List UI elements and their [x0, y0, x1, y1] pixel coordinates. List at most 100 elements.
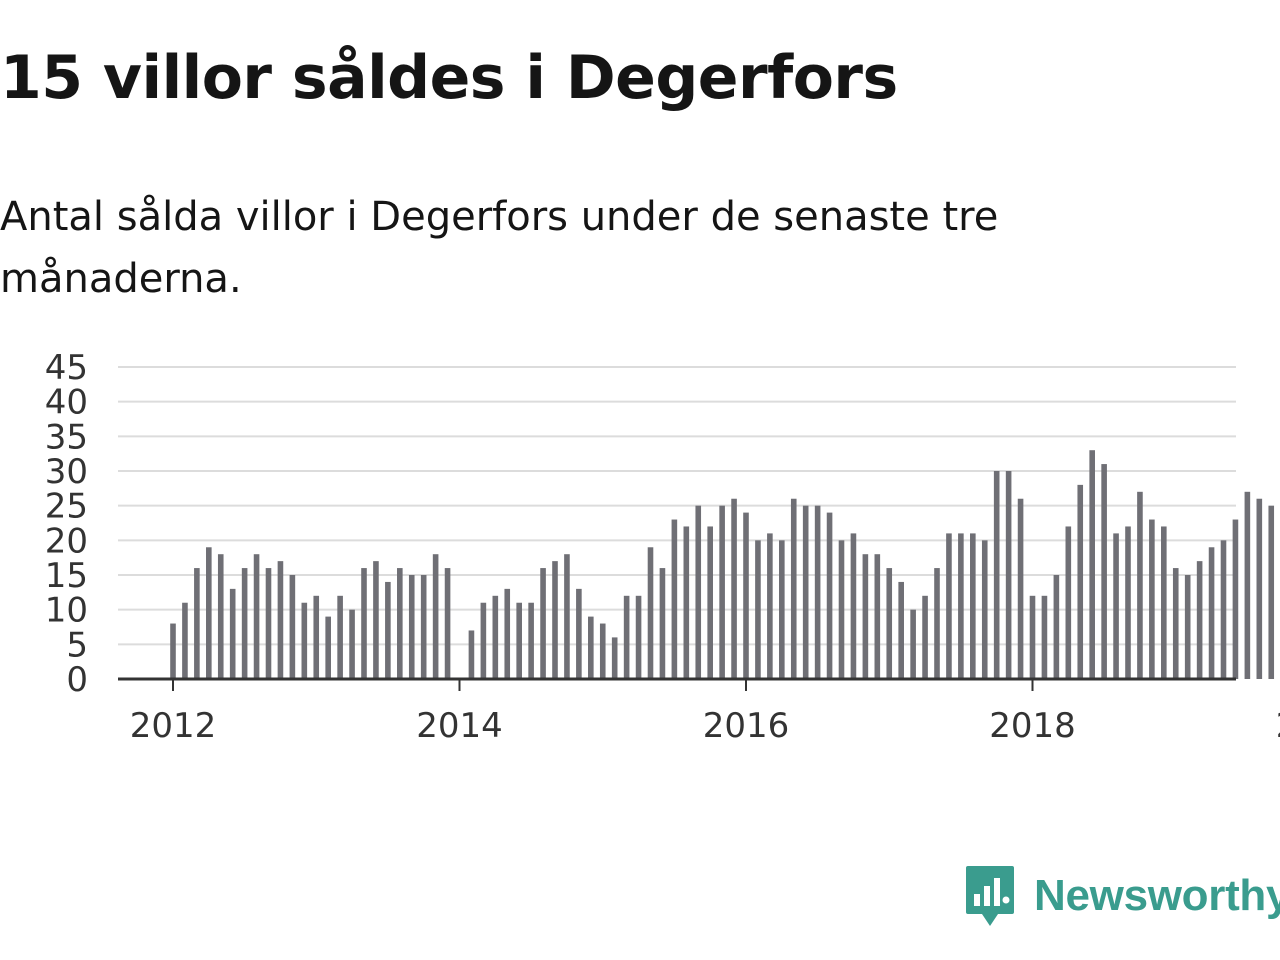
bar — [802, 505, 809, 679]
bar — [528, 602, 534, 679]
bar — [1077, 484, 1084, 679]
bar — [635, 595, 642, 679]
bar — [1220, 540, 1227, 679]
bar — [719, 505, 725, 679]
x-tick-label: 2012 — [130, 706, 217, 746]
bar — [898, 581, 904, 679]
x-tick-label: 2018 — [989, 706, 1076, 746]
bar — [826, 512, 833, 679]
bar — [397, 568, 403, 679]
bar — [420, 575, 427, 679]
y-tick-label: 40 — [45, 383, 88, 423]
bar — [1089, 450, 1095, 679]
bar — [611, 637, 618, 679]
bar — [1029, 595, 1036, 679]
bar — [981, 540, 988, 679]
bar — [217, 554, 224, 679]
bar — [970, 533, 976, 679]
bar — [767, 533, 773, 679]
bars — [170, 450, 1275, 679]
y-tick-label: 20 — [45, 521, 88, 561]
bar — [480, 602, 487, 679]
y-tick-label: 25 — [45, 487, 88, 527]
bar — [743, 512, 749, 679]
bar — [683, 526, 690, 679]
x-tick-label: 2014 — [416, 706, 503, 746]
bar — [659, 568, 666, 679]
y-tick-label: 35 — [45, 417, 88, 457]
bar — [277, 561, 284, 679]
bar — [516, 602, 522, 679]
bar — [993, 471, 1000, 679]
bar — [182, 602, 188, 679]
bar — [1017, 498, 1024, 679]
y-tick-label: 45 — [45, 348, 88, 388]
bar — [1208, 547, 1215, 679]
bar — [755, 540, 761, 679]
y-tick-label: 0 — [66, 660, 88, 700]
bar — [289, 575, 296, 679]
bar — [444, 568, 451, 679]
bar — [1005, 471, 1012, 679]
bar — [349, 609, 355, 679]
bar — [1268, 505, 1275, 679]
bar — [241, 568, 248, 679]
bar — [886, 568, 893, 679]
bar — [934, 568, 940, 679]
bar — [1184, 575, 1191, 679]
bar — [385, 581, 391, 679]
y-tick-label: 10 — [45, 591, 88, 631]
bar — [814, 505, 821, 679]
bar — [588, 616, 594, 679]
y-tick-label: 30 — [45, 452, 88, 492]
bar — [1172, 568, 1179, 679]
bar — [1101, 464, 1107, 679]
bar — [540, 568, 546, 679]
newsworthy-logo-icon — [966, 866, 1014, 926]
bar — [492, 595, 499, 679]
bar — [552, 561, 558, 679]
bar — [850, 533, 857, 679]
bar — [361, 568, 367, 679]
x-tick-label: 2020 — [1276, 706, 1280, 746]
bar — [576, 588, 582, 679]
bar — [671, 519, 678, 679]
bar — [265, 568, 272, 679]
bar — [1149, 519, 1155, 679]
bar — [468, 630, 475, 679]
bar — [170, 623, 176, 679]
bar — [1256, 498, 1263, 679]
bar — [946, 533, 952, 679]
bar — [408, 575, 415, 679]
bar — [1041, 595, 1048, 679]
bar — [1113, 533, 1119, 679]
bar — [922, 595, 928, 679]
bar — [731, 498, 737, 679]
chart-title: 15 villor såldes i Degerfors — [0, 43, 898, 113]
bar — [779, 540, 785, 679]
bar — [373, 561, 379, 679]
bar — [337, 595, 343, 679]
bar — [647, 547, 654, 679]
bar — [910, 609, 916, 679]
bar — [599, 623, 606, 679]
bar — [958, 533, 964, 679]
bar — [1161, 526, 1167, 679]
bar — [253, 554, 260, 679]
x-axis-ticks: 20122014201620182020202220242026 — [130, 679, 1280, 746]
bar — [325, 616, 331, 679]
bar — [695, 505, 702, 679]
chart-subtitle: Antal sålda villor i Degerfors under de … — [0, 194, 999, 302]
bar — [874, 554, 881, 679]
x-tick-label: 2016 — [703, 706, 790, 746]
bar — [838, 540, 845, 679]
y-tick-label: 15 — [45, 556, 88, 596]
y-tick-label: 5 — [66, 625, 88, 665]
bar — [790, 498, 797, 679]
bar — [313, 595, 320, 679]
brand-name: Newsworthy — [1034, 871, 1280, 920]
bar — [194, 568, 200, 679]
bar — [1196, 561, 1203, 679]
